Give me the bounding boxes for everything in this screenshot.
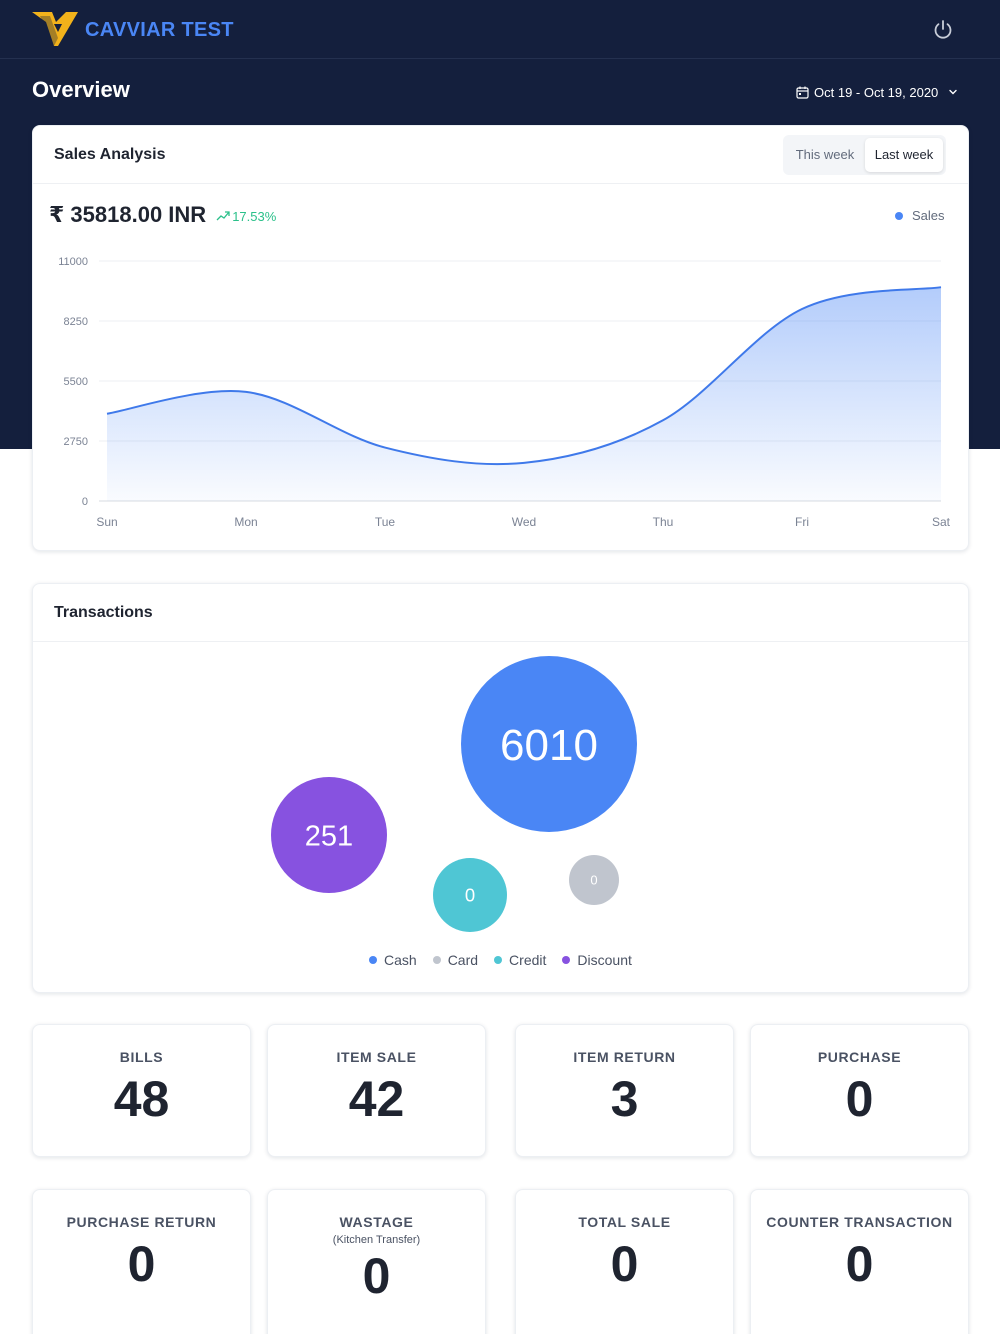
bubble-discount[interactable] — [271, 777, 387, 893]
y-tick-label: 2750 — [64, 436, 88, 448]
stat-label: BILLS — [119, 1049, 164, 1065]
legend-dot — [895, 211, 903, 220]
calendar-icon — [796, 86, 809, 99]
sales-total-row: ₹ 35818.00 INR 17.53% — [49, 202, 276, 228]
legend-item-cash[interactable]: Cash — [369, 952, 417, 968]
x-tick-label: Fri — [795, 515, 809, 529]
x-tick-label: Sat — [932, 515, 951, 529]
transactions-title: Transactions — [54, 604, 153, 621]
this-week-button[interactable]: This week — [795, 147, 855, 162]
last-week-button[interactable]: Last week — [865, 138, 943, 172]
sales-total-amount: ₹ 35818.00 INR — [49, 202, 207, 227]
trend-up-icon — [216, 211, 230, 221]
stat-label: ITEM RETURN — [573, 1049, 676, 1065]
stat-label: PURCHASE — [817, 1049, 902, 1065]
y-tick-label: 0 — [82, 496, 88, 508]
transactions-bubble-chart: 6010 0 0 251 — [271, 656, 637, 932]
legend-label: Credit — [509, 952, 547, 968]
cavviar-logo-icon — [32, 12, 78, 46]
sales-area — [107, 287, 941, 501]
stat-value: 0 — [362, 1248, 391, 1304]
stat-sublabel: (Kitchen Transfer) — [332, 1234, 421, 1246]
brand-name: CAVVIAR TEST — [85, 19, 234, 41]
legend-dot — [494, 956, 503, 964]
bubble-credit[interactable] — [433, 858, 507, 932]
legend-item-card[interactable]: Card — [432, 952, 479, 968]
page-title: Overview — [32, 77, 130, 102]
stat-card-bills: BILLS 48 — [32, 1024, 251, 1157]
stat-value: 3 — [610, 1071, 639, 1127]
stat-value: 0 — [127, 1236, 156, 1292]
chevron-down-icon — [949, 89, 957, 95]
x-tick-label: Tue — [375, 515, 396, 529]
legend-label: Card — [447, 952, 479, 968]
bubble-value: 6010 — [500, 721, 598, 770]
x-tick-label: Wed — [512, 515, 536, 529]
stat-card-total-sale: TOTAL SALE 0 — [515, 1189, 734, 1334]
stat-card-counter-transaction: COUNTER TRANSACTION 0 — [750, 1189, 969, 1334]
stat-value: 0 — [845, 1071, 874, 1127]
x-tick-label: Sun — [96, 515, 117, 529]
stat-label: WASTAGE — [339, 1214, 414, 1230]
legend-dot — [432, 956, 441, 964]
stat-value: 0 — [845, 1236, 874, 1292]
stat-card-purchase-return: PURCHASE RETURN 0 — [32, 1189, 251, 1334]
stat-label: ITEM SALE — [336, 1049, 417, 1065]
bubble-value: 0 — [590, 873, 597, 888]
sales-change: 17.53% — [216, 209, 276, 224]
x-tick-label: Thu — [653, 515, 674, 529]
sales-chart: 0 2750 5500 8250 11000 Sun Mon Tue Wed Thu Fri Sat — [58, 256, 951, 529]
date-range-label: Oct 19 - Oct 19, 2020 — [814, 84, 939, 100]
stat-value: 0 — [610, 1236, 639, 1292]
legend-sales-label: Sales — [912, 208, 945, 223]
bubble-card[interactable] — [569, 855, 619, 905]
sales-analysis-title: Sales Analysis — [54, 146, 166, 163]
legend-dot — [369, 956, 377, 964]
y-tick-label: 8250 — [64, 316, 88, 328]
stat-label: PURCHASE RETURN — [66, 1214, 217, 1230]
legend-label: Discount — [577, 952, 632, 968]
legend-dot — [562, 956, 571, 964]
stat-card-purchase: PURCHASE 0 — [750, 1024, 969, 1157]
sales-analysis-header: Sales Analysis This week Last week — [33, 126, 968, 184]
top-bar: CAVVIAR TEST — [0, 0, 1000, 59]
stat-card-item-return: ITEM RETURN 3 — [515, 1024, 734, 1157]
y-tick-label: 11000 — [58, 256, 88, 268]
x-tick-label: Mon — [234, 515, 257, 529]
date-range-picker[interactable]: Oct 19 - Oct 19, 2020 — [796, 83, 959, 101]
bubble-value: 0 — [465, 885, 475, 906]
sales-analysis-card: Sales Analysis This week Last week ₹ 358… — [32, 125, 969, 551]
stat-value: 42 — [348, 1071, 405, 1127]
y-tick-label: 5500 — [64, 376, 88, 388]
stat-card-wastage: WASTAGE (Kitchen Transfer) 0 — [267, 1189, 486, 1334]
bubble-value: 251 — [305, 820, 353, 852]
legend-item-credit[interactable]: Credit — [494, 952, 546, 968]
stat-label: COUNTER TRANSACTION — [766, 1214, 953, 1230]
transactions-legend: Cash Card Credit Discount — [369, 952, 632, 968]
transactions-header: Transactions — [33, 584, 968, 642]
legend-item-discount[interactable]: Discount — [562, 952, 632, 968]
stat-value: 48 — [113, 1071, 170, 1127]
bubble-cash[interactable] — [461, 656, 637, 832]
week-toggle: This week Last week — [783, 135, 946, 175]
chart-legend: Sales — [895, 208, 945, 223]
stat-card-item-sale: ITEM SALE 42 — [267, 1024, 486, 1157]
legend-label: Cash — [384, 952, 417, 968]
stat-label: TOTAL SALE — [578, 1214, 671, 1230]
power-icon[interactable] — [932, 19, 954, 41]
transactions-card: Transactions 6010 0 0 251 Cash Card Credit Dis… — [32, 583, 969, 993]
sales-change-value: 17.53% — [232, 208, 277, 224]
